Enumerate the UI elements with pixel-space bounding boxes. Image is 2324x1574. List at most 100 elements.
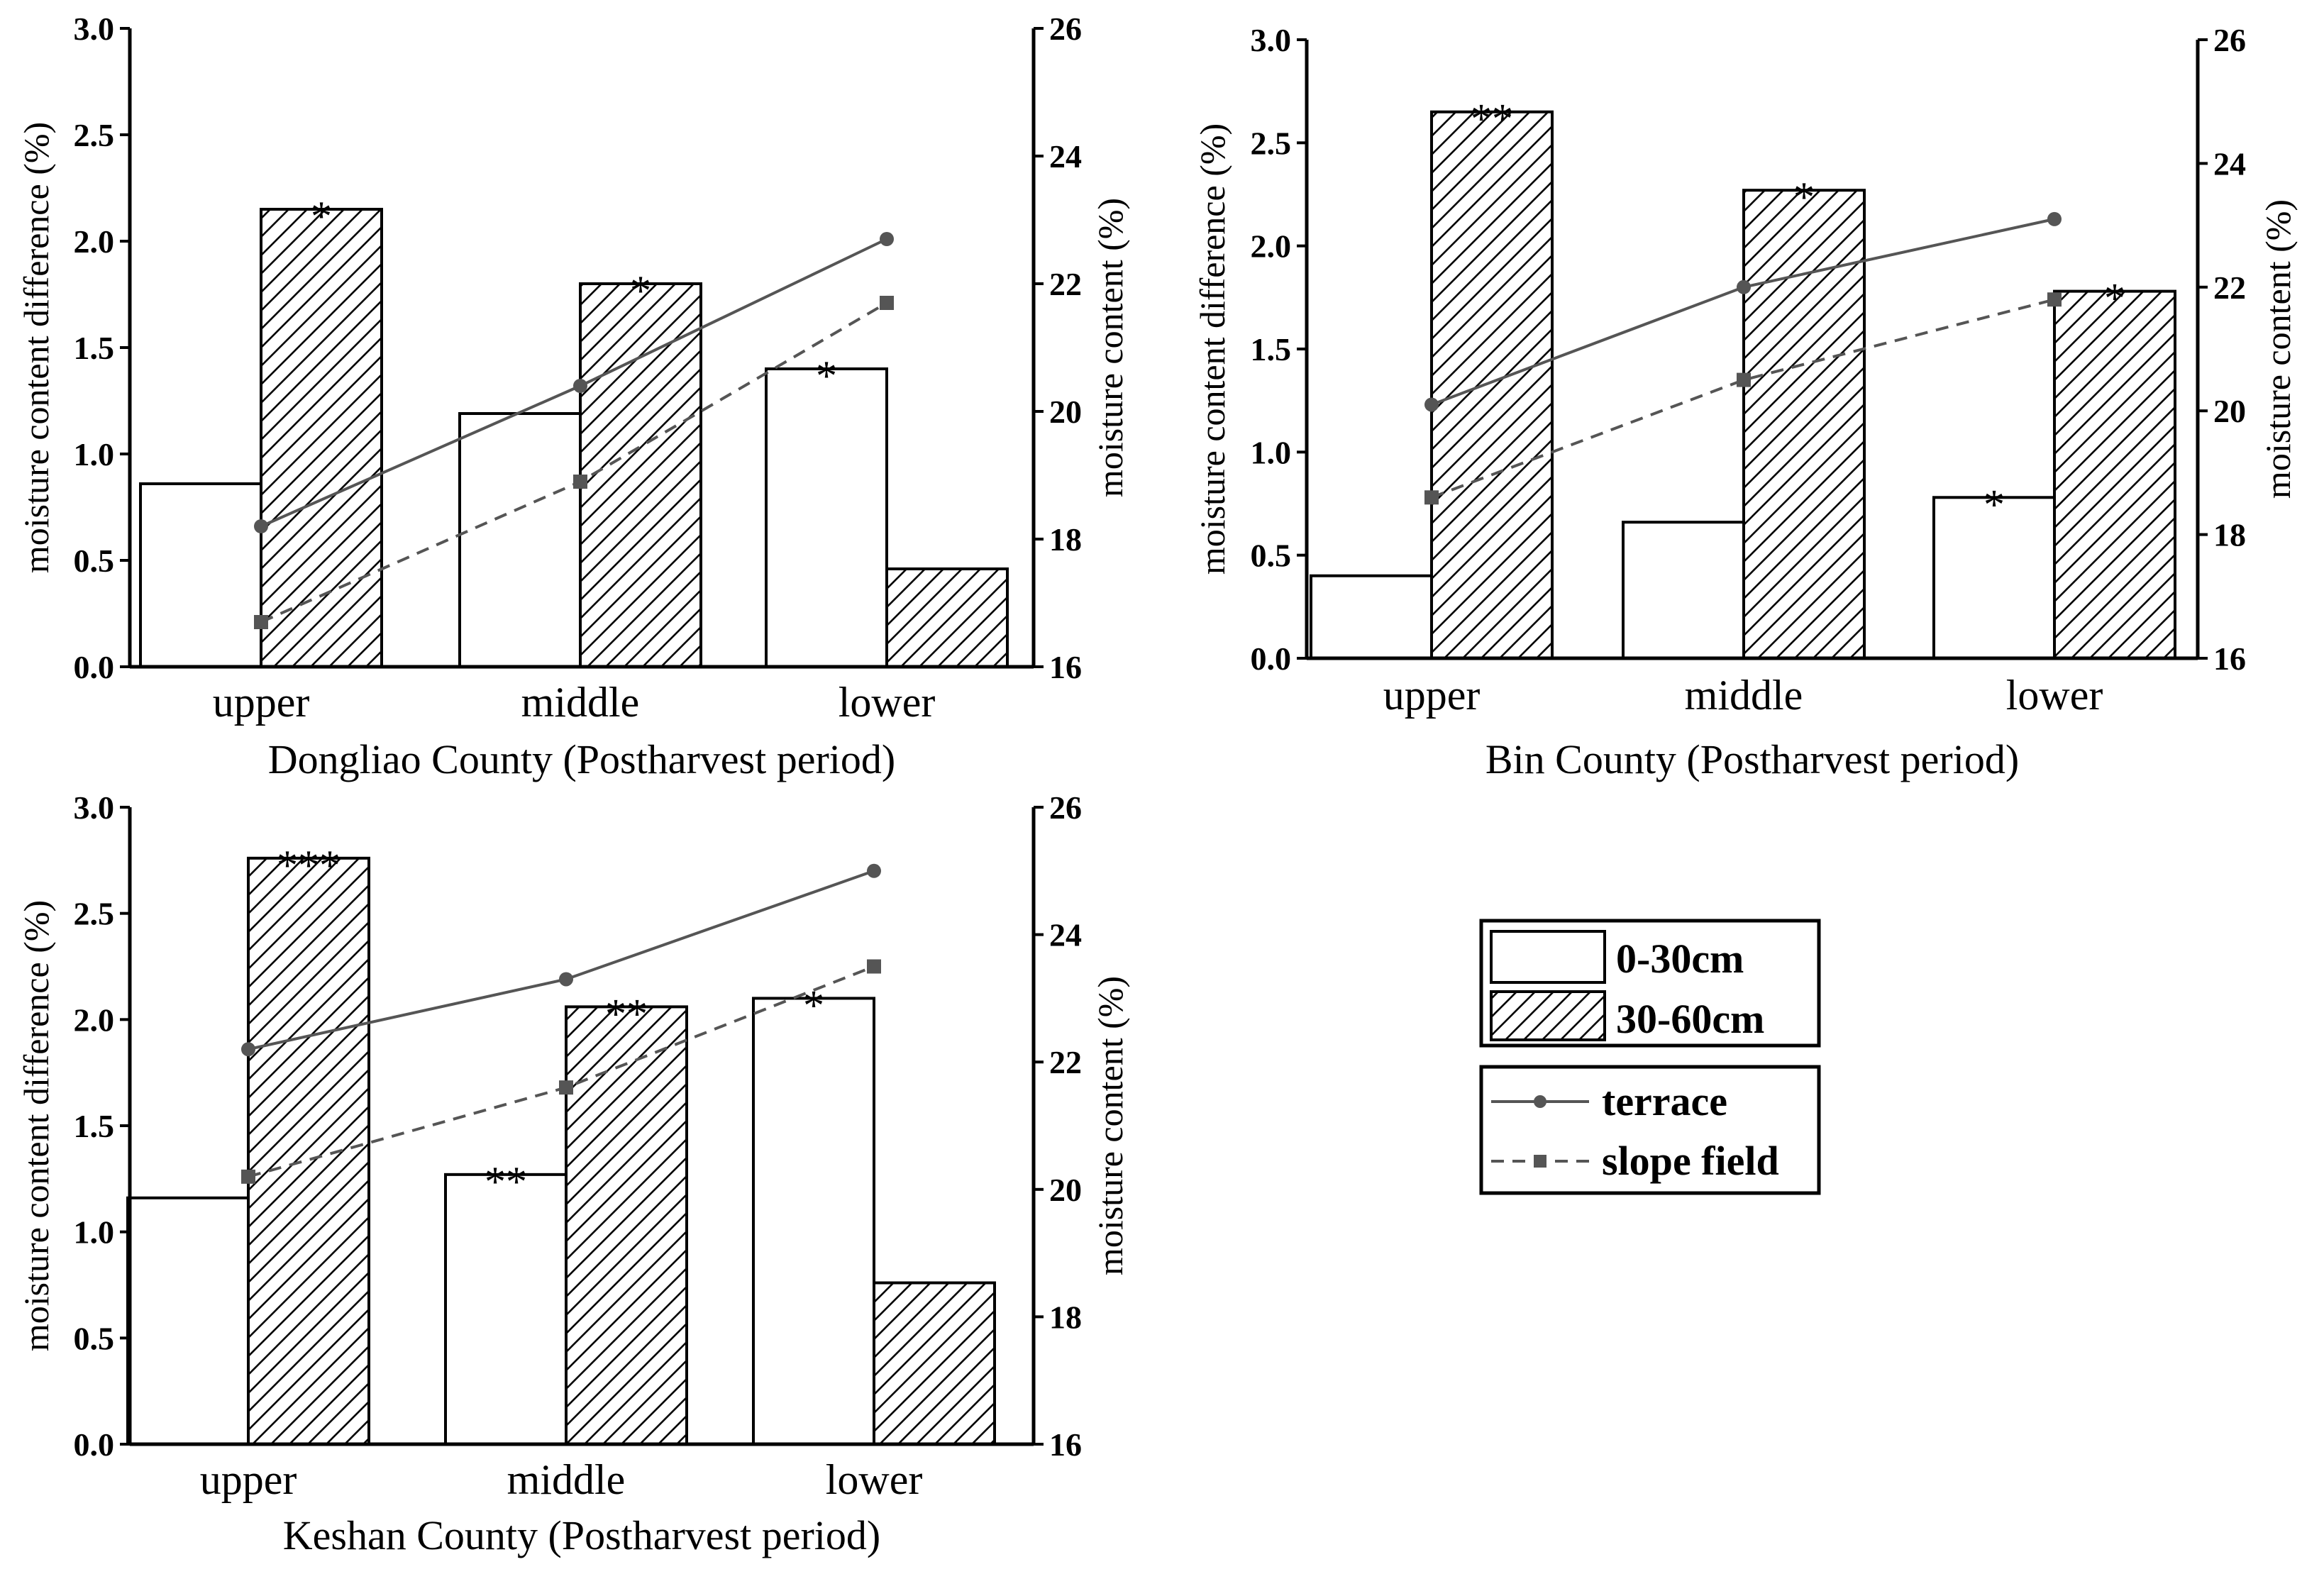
bar-0-30cm-middle [458, 412, 582, 668]
y-tick-label: 3.0 [74, 11, 115, 47]
bar-30-60cm-middle [1742, 189, 1866, 660]
bar-30-60cm-middle [579, 282, 702, 668]
y2-tick-label: 20 [1049, 394, 1082, 430]
bar-30-60cm-upper [1430, 110, 1554, 660]
legend-label-terrace: terrace [1602, 1078, 1727, 1124]
y2-tick-label: 22 [2213, 270, 2246, 306]
point-terrace [1424, 397, 1439, 412]
y-tick-label: 2.0 [74, 223, 115, 260]
x-tick-label: lower [826, 1456, 923, 1503]
chart-title: Dongliao County (Postharvest period) [268, 736, 895, 782]
bar-0-30cm-upper [126, 1196, 250, 1446]
y2-tick-label: 20 [1049, 1172, 1082, 1208]
y-tick-label: 2.5 [1251, 125, 1292, 161]
point-slope-field [2047, 292, 2062, 307]
point-terrace [559, 972, 573, 987]
point-terrace [241, 1042, 255, 1057]
legend-marker-slope-field [1534, 1155, 1546, 1168]
significance-label: ** [605, 990, 648, 1037]
y2-tick-label: 24 [1049, 138, 1082, 174]
point-slope-field [573, 475, 587, 489]
significance-label: * [1793, 174, 1815, 221]
y-tick-label: 0.0 [74, 1426, 115, 1463]
bar-0-30cm-lower [752, 997, 875, 1446]
bar-0-30cm-upper [139, 482, 262, 668]
y-tick-label: 2.0 [1251, 228, 1292, 265]
point-terrace [2047, 211, 2062, 226]
legend-label-slope-field: slope field [1602, 1138, 1779, 1184]
legend-swatch-30-60cm [1490, 990, 1606, 1041]
bar-0-30cm-lower [1932, 496, 2056, 660]
x-tick-label: middle [521, 679, 640, 726]
point-slope-field [1424, 490, 1439, 505]
y-axis-label: moisture content difference (%) [16, 122, 56, 573]
point-slope-field [254, 615, 268, 629]
bar-30-60cm-middle [565, 1005, 688, 1446]
line-slope-field [1431, 298, 2055, 499]
y2-tick-label: 26 [1049, 11, 1082, 47]
y2-tick-label: 24 [2213, 145, 2246, 182]
significance-label: * [816, 353, 837, 399]
y2-tick-label: 16 [1049, 649, 1082, 685]
point-slope-field [867, 959, 881, 974]
y2-tick-label: 24 [1049, 917, 1082, 953]
x-tick-label: middle [1685, 672, 1803, 719]
point-terrace [867, 863, 881, 878]
significance-label: *** [277, 842, 341, 889]
significance-label: * [1983, 481, 2005, 528]
y2-axis-label: moisture content (%) [1090, 976, 1130, 1275]
significance-label: ** [485, 1158, 527, 1205]
y2-tick-label: 18 [1049, 521, 1082, 558]
bar-0-30cm-lower [765, 367, 888, 668]
y2-axis-label: moisture content (%) [1090, 198, 1130, 497]
bar-0-30cm-upper [1310, 574, 1433, 660]
point-terrace [880, 232, 894, 246]
bar-30-60cm-lower [873, 1281, 996, 1446]
y-tick-label: 0.5 [74, 543, 115, 579]
y-tick-label: 1.0 [74, 1214, 115, 1251]
y-tick-label: 0.5 [74, 1320, 115, 1356]
x-tick-label: lower [839, 679, 936, 726]
y2-tick-label: 22 [1049, 266, 1082, 302]
legend-swatch-0-30cm [1490, 930, 1606, 984]
y-tick-label: 1.5 [74, 330, 115, 366]
chart-title: Keshan County (Postharvest period) [283, 1512, 880, 1558]
y2-axis-label: moisture content (%) [2258, 199, 2298, 499]
point-terrace [573, 379, 587, 393]
chart-panel-dongliao: 0.0 0.5 1.0 1.5 2.0 2.5 3.0 16 18 20 22 24 26 * * * uppe… [16, 11, 1130, 782]
x-tick-label: upper [1383, 672, 1481, 719]
y2-tick-label: 26 [2213, 22, 2246, 58]
legend-line-box [1479, 1065, 1821, 1195]
y-axis-label: moisture content difference (%) [1193, 123, 1232, 575]
y-tick-label: 2.0 [74, 1002, 115, 1038]
y-tick-label: 2.5 [74, 896, 115, 932]
bar-30-60cm-upper [260, 208, 383, 668]
point-slope-field [241, 1169, 255, 1184]
y-tick-label: 3.0 [1251, 22, 1292, 58]
legend-label-30-60cm: 30-60cm [1616, 996, 1764, 1042]
chart-panel-keshan: 0.00.51.01.52.02.53.0161820222426*******… [16, 789, 1130, 1558]
x-tick-label: upper [213, 679, 310, 726]
y-tick-label: 0.5 [1251, 538, 1292, 574]
bar-30-60cm-lower [885, 567, 1009, 668]
y2-tick-label: 18 [1049, 1299, 1082, 1335]
legend-label-0-30cm: 0-30cm [1616, 936, 1744, 982]
bar-0-30cm-middle [1622, 521, 1745, 660]
chart-panel-bin: 0.00.51.01.52.02.53.0161820222426*****up… [1193, 22, 2298, 782]
bar-30-60cm-lower [2053, 289, 2176, 660]
y-tick-label: 1.5 [74, 1108, 115, 1144]
y2-tick-label: 26 [1049, 789, 1082, 826]
y-axis-label: moisture content difference (%) [16, 900, 56, 1351]
y-tick-label: 1.5 [1251, 331, 1292, 367]
legend: 0-30cm 30-60cm terrace slope field [1479, 919, 1821, 1195]
x-tick-label: middle [507, 1456, 626, 1503]
significance-label: * [311, 193, 332, 240]
bar-0-30cm-middle [444, 1173, 568, 1446]
y2-tick-label: 18 [2213, 517, 2246, 553]
x-tick-label: lower [2006, 672, 2103, 719]
y-tick-label: 1.0 [1251, 434, 1292, 470]
significance-label: * [2104, 275, 2125, 322]
y2-tick-label: 22 [1049, 1044, 1082, 1080]
y2-tick-label: 20 [2213, 393, 2246, 429]
